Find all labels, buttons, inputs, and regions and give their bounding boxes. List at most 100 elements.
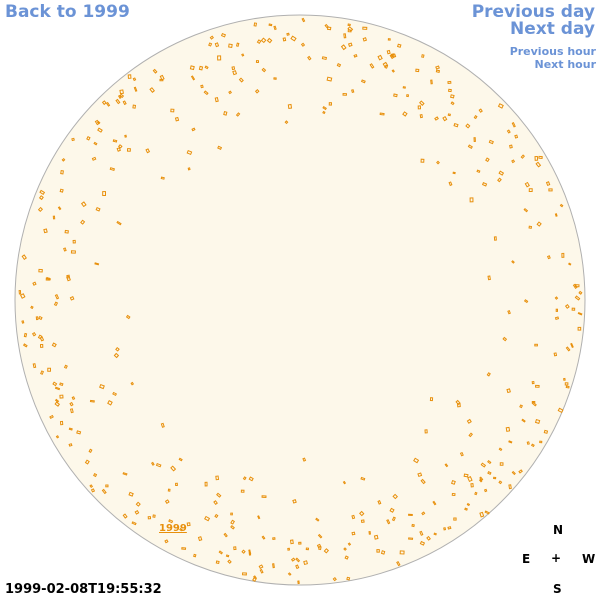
meteor-marker <box>94 262 100 266</box>
meteor-marker <box>76 430 82 435</box>
meteor-marker <box>536 221 542 227</box>
meteor-marker <box>476 169 481 174</box>
meteor-marker <box>342 480 347 485</box>
meteor-marker <box>132 104 137 109</box>
meteor-marker <box>30 305 34 310</box>
meteor-marker <box>53 301 59 307</box>
meteor-marker <box>228 90 232 95</box>
meteor-marker <box>287 572 292 576</box>
meteor-marker <box>209 35 214 40</box>
meteor-marker <box>435 65 440 70</box>
meteor-marker <box>342 92 348 96</box>
next-day-link[interactable]: Next day <box>510 19 595 39</box>
meteor-marker <box>360 519 365 524</box>
meteor-marker <box>470 483 474 488</box>
meteor-marker <box>49 414 54 420</box>
meteor-marker <box>419 530 424 536</box>
meteor-marker <box>467 144 473 149</box>
meteor-marker <box>413 457 420 464</box>
meteor-marker <box>480 462 487 468</box>
meteor-marker <box>32 281 37 286</box>
meteor-marker <box>186 149 193 156</box>
meteor-marker <box>430 79 433 85</box>
meteor-marker <box>336 63 342 68</box>
meteor-marker <box>392 493 398 500</box>
meteor-marker <box>51 342 57 348</box>
meteor-marker <box>450 101 455 106</box>
meteor-marker <box>272 537 276 541</box>
meteor-marker <box>396 561 401 567</box>
next-hour-link[interactable]: Next hour <box>534 58 597 71</box>
meteor-marker <box>554 213 558 217</box>
meteor-marker <box>72 239 76 244</box>
meteor-marker <box>32 363 37 369</box>
previous-hour-link[interactable]: Previous hour <box>509 45 596 58</box>
meteor-marker <box>118 144 123 149</box>
meteor-marker <box>64 229 69 234</box>
meteor-marker <box>360 476 366 481</box>
meteor-marker <box>52 215 56 220</box>
meteor-marker <box>261 535 266 540</box>
meteor-marker <box>160 422 165 428</box>
meteor-marker <box>71 396 76 401</box>
meteor-marker <box>287 547 291 551</box>
meteor-marker <box>373 534 379 540</box>
meteor-marker <box>505 426 511 432</box>
meteor-marker <box>506 129 511 134</box>
meteor-marker <box>332 576 337 582</box>
meteor-marker <box>557 407 564 414</box>
meteor-marker <box>351 514 356 520</box>
meteor-marker <box>214 513 219 519</box>
meteor-marker <box>380 550 386 555</box>
meteor-marker <box>216 492 222 498</box>
meteor-marker <box>152 514 156 518</box>
compass-north: N <box>553 523 564 537</box>
compass-center: + <box>551 551 562 565</box>
meteor-marker <box>499 462 504 466</box>
meteor-marker <box>421 511 426 516</box>
meteor-marker <box>164 539 169 544</box>
meteor-marker <box>21 254 27 261</box>
meteor-marker <box>189 65 195 71</box>
meteor-marker <box>261 495 267 498</box>
meteor-marker <box>186 522 191 527</box>
meteor-marker <box>514 134 519 139</box>
meteor-marker <box>208 42 213 47</box>
sky-disc <box>14 14 586 586</box>
meteor-marker <box>204 515 211 522</box>
meteor-marker <box>59 188 64 193</box>
meteor-marker <box>531 380 535 385</box>
meteor-marker <box>424 429 428 434</box>
meteor-marker <box>340 44 347 51</box>
meteor-marker <box>217 55 222 61</box>
meteor-marker <box>484 510 490 515</box>
meteor-marker <box>326 76 333 82</box>
meteor-marker <box>95 206 101 212</box>
year-marker-link[interactable]: 1999 <box>159 523 187 534</box>
meteor-marker <box>21 320 25 324</box>
previous-day-link[interactable]: Previous day <box>471 2 595 22</box>
meteor-marker <box>149 87 155 93</box>
meteor-marker <box>497 103 504 109</box>
meteor-marker <box>362 37 368 42</box>
meteor-marker <box>155 462 162 468</box>
meteor-marker <box>109 167 115 172</box>
meteor-marker <box>483 488 488 493</box>
meteor-marker <box>242 476 247 481</box>
meteor-marker <box>376 549 380 553</box>
meteor-marker <box>54 386 61 391</box>
meteor-marker <box>561 252 565 258</box>
meteor-marker <box>122 472 128 476</box>
meteor-marker <box>564 382 569 386</box>
back-to-year-link[interactable]: Back to 1999 <box>5 2 130 22</box>
meteor-marker <box>168 519 174 524</box>
meteor-marker <box>223 110 228 116</box>
meteor-marker <box>534 155 539 161</box>
meteor-marker <box>347 542 352 546</box>
meteor-marker <box>175 482 178 487</box>
meteor-marker <box>132 77 137 82</box>
meteor-marker <box>497 177 502 183</box>
meteor-marker <box>59 394 64 399</box>
meteor-marker <box>301 17 306 23</box>
